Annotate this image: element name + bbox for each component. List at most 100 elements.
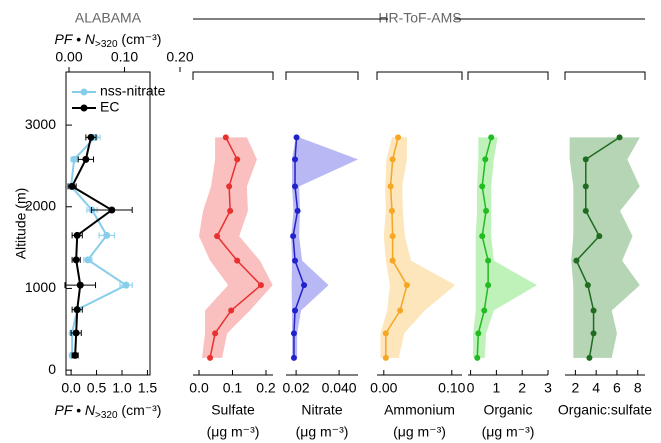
point [84,256,92,264]
point [474,354,481,361]
axis-label-sub: >320 [95,410,118,421]
point [403,282,410,289]
x-tick-label: 6 [613,380,621,396]
x-tick-label: 0.2 [256,380,276,396]
axis-label-main: PF • N [55,31,96,47]
range-area [380,137,456,358]
point [388,207,395,214]
axis-label-unit: (cm⁻³) [118,402,162,418]
point [573,257,580,264]
profile-line [385,137,408,358]
x-axis-label: Sulfate [211,402,255,418]
x-tick-label: 1.0 [112,380,132,396]
point [103,231,111,239]
x-tick-label: 2 [571,380,579,396]
group-title: HR-ToF-AMS [378,10,461,26]
point [395,134,402,141]
axis-label: PF • N>320 (cm⁻³) [55,31,162,50]
point [485,282,492,289]
point [389,233,396,240]
point [234,156,241,163]
point [382,330,389,337]
point [73,231,81,239]
axis-label-main: PF • N [55,402,96,418]
point [596,233,603,240]
point [82,155,90,163]
point [616,134,623,141]
top-bracket [285,71,359,80]
x-axis-label: Ammonium [384,402,455,418]
point [387,183,394,190]
x-axis-label: Organic:sulfate [558,402,652,418]
point [488,134,495,141]
point [72,256,80,264]
x-tick-label: 0.00 [370,380,397,396]
point [214,233,221,240]
x-tick-label: 3 [544,380,552,396]
top-bracket [192,71,274,80]
x-axis-label: Organic [483,402,532,418]
top-bracket [376,71,463,80]
x-axis-label: Nitrate [301,402,342,418]
point [586,354,593,361]
point [479,183,486,190]
x-tick-label: 0.0 [189,380,209,396]
x2-tick-label: 0.20 [166,49,193,65]
point [590,307,597,314]
point [294,207,301,214]
point [222,134,229,141]
point [257,282,264,289]
x-tick-label: 0.0 [61,380,81,396]
point [228,307,235,314]
plot-frame [65,71,151,376]
point [301,282,308,289]
point [73,306,81,314]
point [122,281,130,289]
x-axis-unit: (μg m⁻³) [207,424,260,440]
point [389,257,396,264]
axis-label-sub: >320 [95,39,118,50]
x2-tick-label: 0.10 [111,49,138,65]
top-bracket [467,71,549,80]
point [292,156,299,163]
legend-label: nss-nitrate [100,83,166,99]
x-tick-label: 8 [634,380,642,396]
x-tick-label: 0.02 [282,380,309,396]
x-tick-label: 4 [592,380,600,396]
profile-line [70,137,114,356]
x2-tick-label: 0.00 [55,49,82,65]
point [108,206,116,214]
point [68,182,76,190]
point [292,307,299,314]
range-area [291,137,358,358]
point [71,351,79,359]
x-axis-unit: (μg m⁻³) [482,424,535,440]
axis-label: PF • N>320 (cm⁻³) [55,402,162,421]
point [584,282,591,289]
point [227,207,234,214]
point [292,183,299,190]
point [582,207,589,214]
point [290,330,297,337]
legend-label: EC [100,99,119,115]
point [290,354,297,361]
point [76,281,84,289]
point [87,133,95,141]
point [389,156,396,163]
point [582,183,589,190]
y-tick-label: 0 [48,361,56,377]
point [485,257,492,264]
point [475,330,482,337]
x-tick-label: 0.10 [438,380,465,396]
point [70,155,78,163]
x-tick-label: 2 [518,380,526,396]
point [481,307,488,314]
point [483,207,490,214]
axis-label-unit: (cm⁻³) [118,31,162,47]
profile-line [476,137,492,358]
y-tick-label: 3000 [25,116,56,132]
legend-marker [80,88,88,96]
x-axis-unit: (μg m⁻³) [393,424,446,440]
y-tick-label: 1000 [25,279,56,295]
